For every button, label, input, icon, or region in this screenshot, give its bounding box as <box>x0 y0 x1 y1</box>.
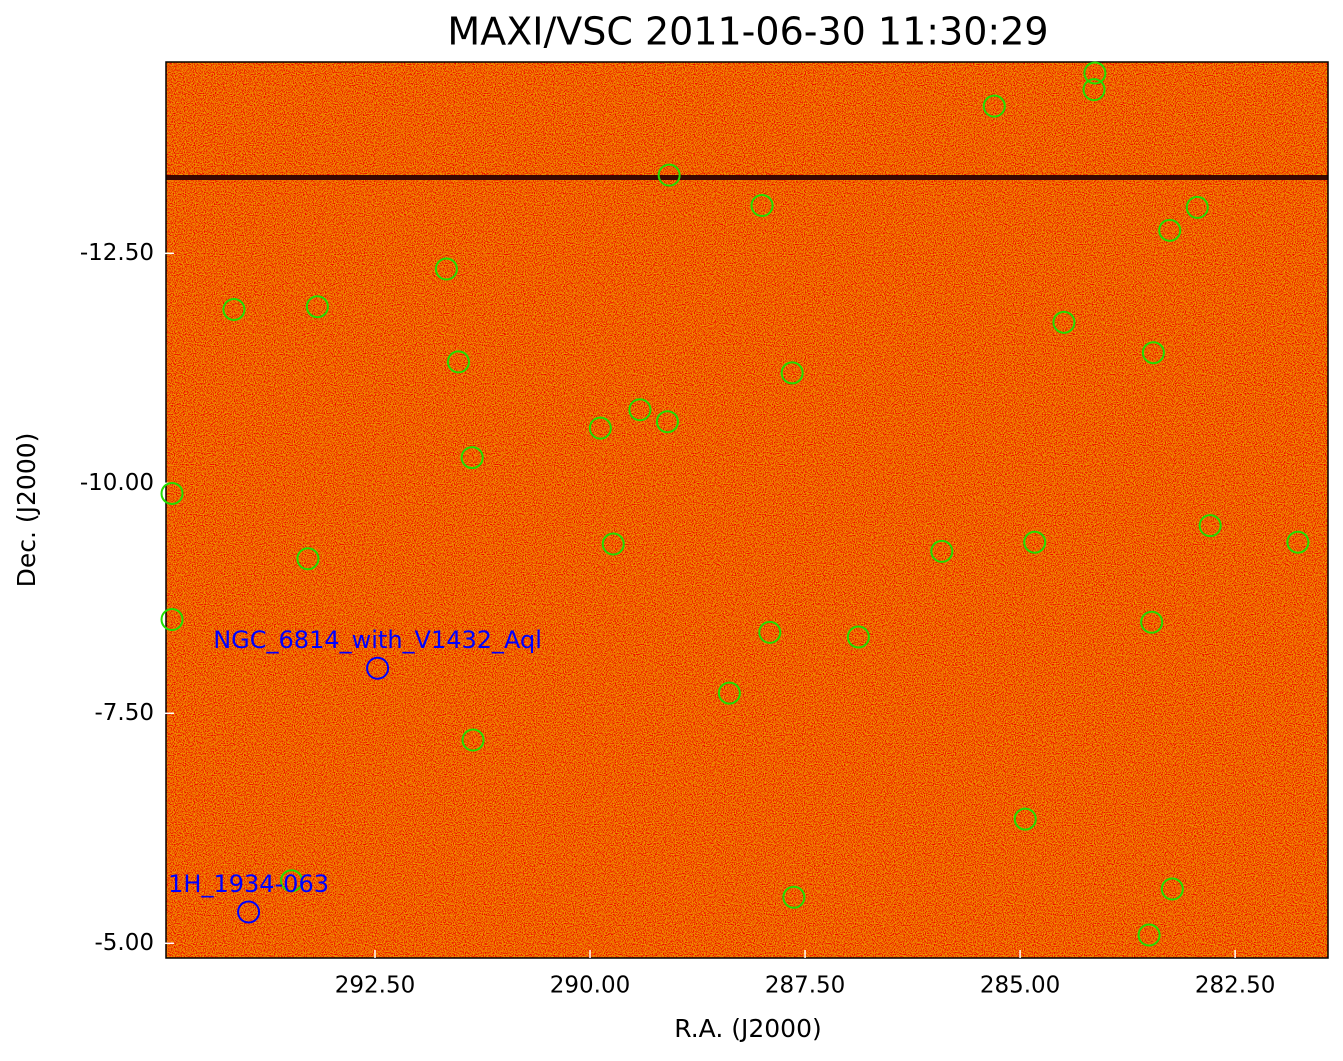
x-tick-label: 282.50 <box>1195 973 1275 999</box>
y-tick-label: -5.00 <box>94 930 154 956</box>
source-circle <box>160 607 184 631</box>
target-circle <box>366 656 390 680</box>
source-circle <box>982 94 1006 118</box>
source-circle <box>846 625 870 649</box>
target-label: NGC_6814_with_V1432_Aql <box>213 626 542 654</box>
y-tick-label: -12.50 <box>80 240 154 266</box>
source-circle <box>750 194 774 218</box>
target-label: 1H_1934-063 <box>168 870 329 898</box>
source-circle <box>782 885 806 909</box>
source-circle <box>601 532 625 556</box>
source-circle <box>1141 341 1165 365</box>
image-noise <box>166 62 1328 958</box>
source-circle <box>758 620 782 644</box>
source-circle <box>1013 807 1037 831</box>
chart-title: MAXI/VSC 2011-06-30 11:30:29 <box>447 10 1048 54</box>
x-tick-label: 290.00 <box>550 973 630 999</box>
y-axis-label: Dec. (J2000) <box>12 433 41 588</box>
source-circle <box>1185 195 1209 219</box>
source-circle <box>222 297 246 321</box>
source-circle <box>930 539 954 563</box>
source-circle <box>461 728 485 752</box>
source-circle <box>1158 218 1182 242</box>
source-circle <box>1082 78 1106 102</box>
plot-frame <box>165 61 1329 959</box>
source-circle <box>305 295 329 319</box>
x-tick-label: 287.50 <box>765 973 845 999</box>
image-stripe <box>166 175 1328 180</box>
source-circle <box>460 446 484 470</box>
source-circle <box>280 869 304 893</box>
x-tick-label: 285.00 <box>980 973 1060 999</box>
x-tick-label: 292.50 <box>335 973 415 999</box>
source-circle <box>1198 514 1222 538</box>
source-circle <box>780 361 804 385</box>
source-circle <box>588 416 612 440</box>
x-axis-label: R.A. (J2000) <box>674 1014 822 1043</box>
source-circle <box>1023 530 1047 554</box>
source-circle <box>1160 877 1184 901</box>
source-circle <box>1083 61 1107 85</box>
source-circle <box>628 398 652 422</box>
source-circle <box>1286 530 1310 554</box>
source-circle <box>160 481 184 505</box>
y-tick-label: -10.00 <box>80 470 154 496</box>
source-circle <box>1137 923 1161 947</box>
source-circle <box>1140 610 1164 634</box>
source-circle <box>1052 310 1076 334</box>
y-tick-label: -7.50 <box>94 700 154 726</box>
source-circle <box>296 547 320 571</box>
target-circle <box>237 900 261 924</box>
source-circle <box>657 163 681 187</box>
source-circle <box>717 681 741 705</box>
source-circle <box>434 257 458 281</box>
source-circle <box>655 410 679 434</box>
source-circle <box>446 350 470 374</box>
